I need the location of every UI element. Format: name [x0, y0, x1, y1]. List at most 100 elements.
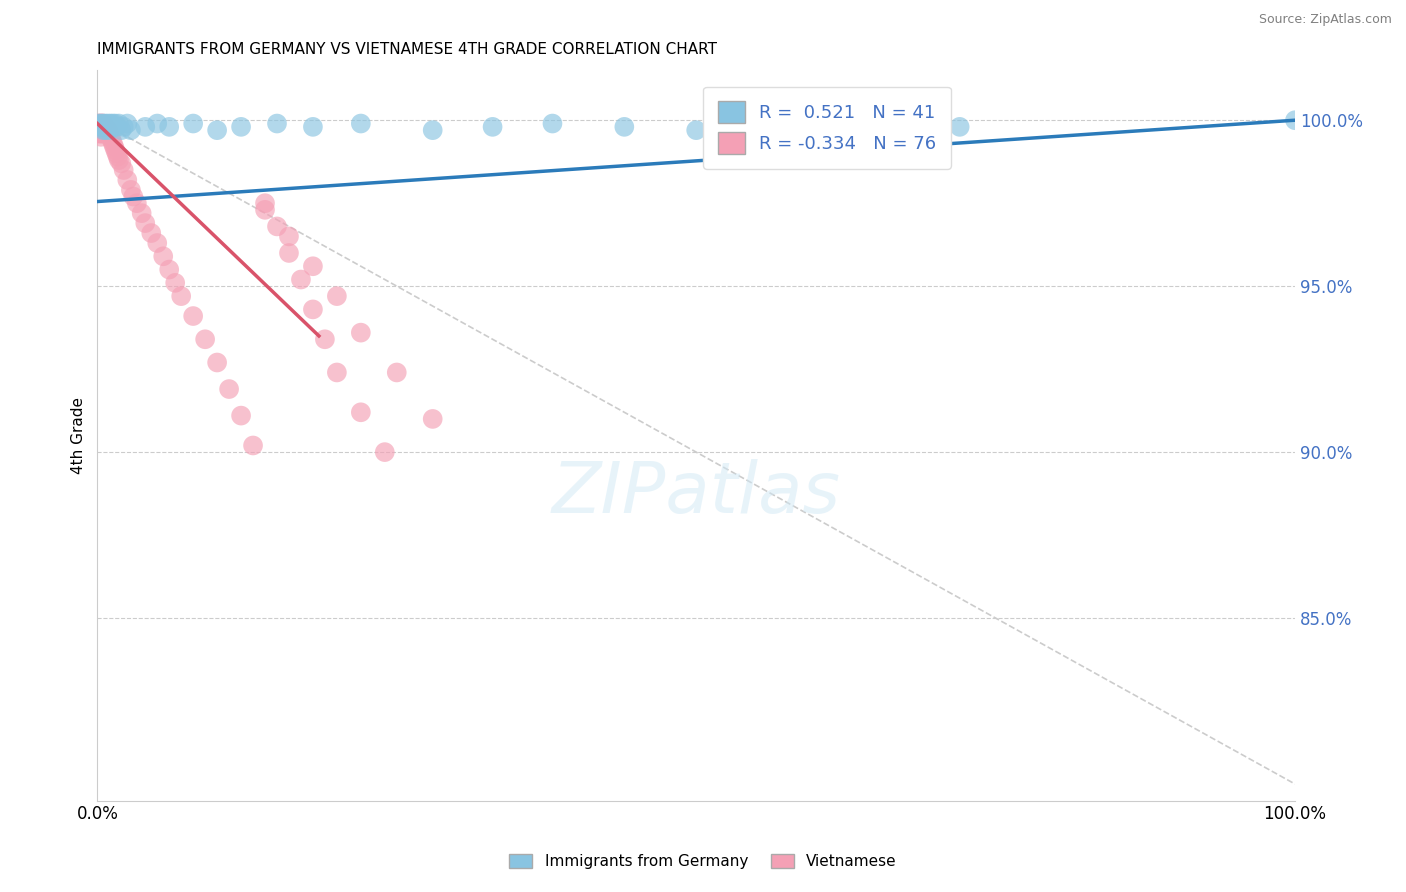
Point: [242, 438, 264, 452]
Point: [685, 123, 707, 137]
Point: [194, 332, 217, 346]
Point: [422, 123, 444, 137]
Point: [97, 127, 120, 141]
Point: [141, 226, 163, 240]
Point: [94, 127, 117, 141]
Point: [100, 116, 122, 130]
Point: [100, 120, 122, 134]
Point: [90, 116, 112, 130]
Text: IMMIGRANTS FROM GERMANY VS VIETNAMESE 4TH GRADE CORRELATION CHART: IMMIGRANTS FROM GERMANY VS VIETNAMESE 4T…: [97, 42, 717, 57]
Point: [103, 120, 125, 134]
Point: [96, 127, 118, 141]
Point: [302, 259, 325, 273]
Point: [97, 116, 120, 130]
Point: [120, 183, 142, 197]
Point: [541, 116, 564, 130]
Point: [350, 116, 373, 130]
Point: [181, 309, 204, 323]
Point: [253, 202, 276, 217]
Point: [91, 123, 114, 137]
Point: [100, 120, 122, 134]
Point: [94, 123, 117, 137]
Point: [205, 123, 228, 137]
Point: [91, 116, 114, 130]
Point: [103, 140, 125, 154]
Point: [91, 123, 114, 137]
Point: [134, 216, 156, 230]
Point: [90, 127, 112, 141]
Point: [87, 116, 110, 130]
Text: Source: ZipAtlas.com: Source: ZipAtlas.com: [1258, 13, 1392, 27]
Point: [90, 123, 112, 137]
Point: [97, 123, 120, 137]
Point: [93, 120, 115, 134]
Point: [101, 116, 124, 130]
Point: [101, 136, 124, 151]
Point: [481, 120, 503, 134]
Point: [96, 120, 118, 134]
Point: [266, 116, 288, 130]
Point: [157, 262, 180, 277]
Point: [91, 120, 114, 134]
Point: [134, 120, 156, 134]
Y-axis label: 4th Grade: 4th Grade: [72, 397, 86, 474]
Point: [87, 116, 110, 130]
Point: [110, 156, 132, 170]
Point: [104, 143, 127, 157]
Point: [302, 120, 325, 134]
Point: [108, 116, 131, 130]
Point: [122, 189, 145, 203]
Point: [91, 120, 114, 134]
Point: [110, 123, 132, 137]
Point: [90, 120, 112, 134]
Point: [229, 120, 252, 134]
Point: [94, 120, 117, 134]
Point: [117, 173, 139, 187]
Point: [105, 146, 128, 161]
Point: [87, 120, 110, 134]
Point: [350, 405, 373, 419]
Point: [181, 116, 204, 130]
Point: [253, 196, 276, 211]
Point: [98, 123, 121, 137]
Point: [290, 272, 312, 286]
Point: [93, 123, 115, 137]
Legend: Immigrants from Germany, Vietnamese: Immigrants from Germany, Vietnamese: [503, 848, 903, 875]
Point: [108, 153, 131, 167]
Point: [89, 123, 111, 137]
Point: [266, 219, 288, 234]
Point: [374, 445, 396, 459]
Point: [105, 120, 128, 134]
Point: [229, 409, 252, 423]
Point: [157, 120, 180, 134]
Point: [385, 366, 408, 380]
Point: [87, 123, 110, 137]
Point: [90, 129, 112, 144]
Point: [326, 366, 349, 380]
Point: [146, 235, 169, 250]
Point: [756, 116, 779, 130]
Point: [170, 289, 193, 303]
Point: [93, 127, 115, 141]
Point: [218, 382, 240, 396]
Point: [89, 116, 111, 130]
Point: [93, 120, 115, 134]
Point: [1284, 113, 1306, 128]
Point: [120, 123, 142, 137]
Point: [90, 116, 112, 130]
Point: [278, 229, 301, 244]
Point: [613, 120, 636, 134]
Point: [314, 332, 336, 346]
Point: [146, 116, 169, 130]
Point: [91, 116, 114, 130]
Point: [125, 196, 148, 211]
Point: [104, 116, 127, 130]
Point: [107, 150, 129, 164]
Point: [278, 246, 301, 260]
Point: [949, 120, 972, 134]
Point: [117, 116, 139, 130]
Point: [350, 326, 373, 340]
Point: [91, 127, 114, 141]
Point: [131, 206, 153, 220]
Point: [96, 123, 118, 137]
